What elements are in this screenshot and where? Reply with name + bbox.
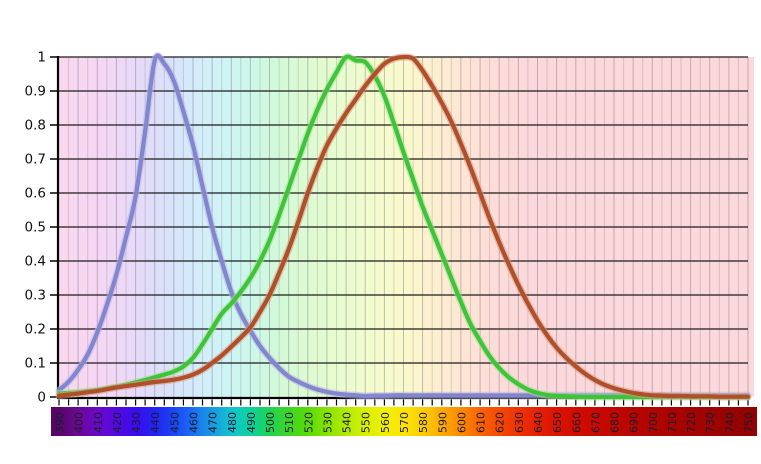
wavelength-colorbar <box>51 407 757 436</box>
x-axis-label: 680 <box>609 412 622 433</box>
x-axis-label: 490 <box>245 412 258 433</box>
y-axis-label: 0.1 <box>25 356 46 372</box>
x-axis-label: 480 <box>226 412 239 433</box>
x-axis-label: 390 <box>54 412 67 433</box>
x-axis-label: 400 <box>73 412 86 433</box>
x-axis-label: 580 <box>417 412 430 433</box>
x-axis-label: 640 <box>532 412 545 433</box>
x-axis-label: 530 <box>321 412 334 433</box>
x-axis-label: 440 <box>149 412 162 433</box>
x-axis-label: 650 <box>551 412 564 433</box>
x-axis-label: 630 <box>513 412 526 433</box>
x-axis-label: 710 <box>666 412 679 433</box>
x-axis-label: 720 <box>685 412 698 433</box>
x-axis-label: 470 <box>207 412 220 433</box>
x-axis-label: 450 <box>168 412 181 433</box>
x-axis-label: 740 <box>723 412 736 433</box>
x-axis-label: 500 <box>264 412 277 433</box>
x-axis-label: 670 <box>589 412 602 433</box>
y-axis-label: 1 <box>37 50 46 66</box>
x-axis-label: 550 <box>360 412 373 433</box>
x-axis-label: 520 <box>302 412 315 433</box>
x-axis-label: 700 <box>647 412 660 433</box>
green-curve <box>56 54 751 400</box>
y-axis-label: 0.4 <box>25 254 46 270</box>
x-axis-label: 570 <box>398 412 411 433</box>
x-axis-label: 750 <box>743 412 756 433</box>
x-axis-label: 510 <box>283 412 296 433</box>
y-axis-label: 0.9 <box>25 84 46 100</box>
y-axis-label: 0.5 <box>25 220 46 236</box>
x-axis-label: 420 <box>111 412 124 433</box>
y-axis-label: 0 <box>37 390 46 406</box>
y-axis-label: 0.8 <box>25 118 46 134</box>
x-axis-label: 460 <box>188 412 201 433</box>
y-axis-label: 0.7 <box>25 152 46 168</box>
y-axis-label: 0.3 <box>25 288 46 304</box>
x-axis-label: 610 <box>475 412 488 433</box>
x-axis-label: 690 <box>628 412 641 433</box>
x-axis-label: 600 <box>455 412 468 433</box>
x-axis-label: 540 <box>341 412 354 433</box>
x-axis-label: 560 <box>379 412 392 433</box>
red-curve <box>56 54 751 399</box>
x-axis-label: 590 <box>436 412 449 433</box>
y-axis-label: 0.6 <box>25 186 46 202</box>
x-axis-label: 620 <box>494 412 507 433</box>
x-axis-label: 410 <box>92 412 105 433</box>
x-axis-label: 730 <box>704 412 717 433</box>
x-axis-label: 430 <box>130 412 143 433</box>
x-axis-label: 660 <box>570 412 583 433</box>
y-axis-label: 0.2 <box>25 322 46 338</box>
